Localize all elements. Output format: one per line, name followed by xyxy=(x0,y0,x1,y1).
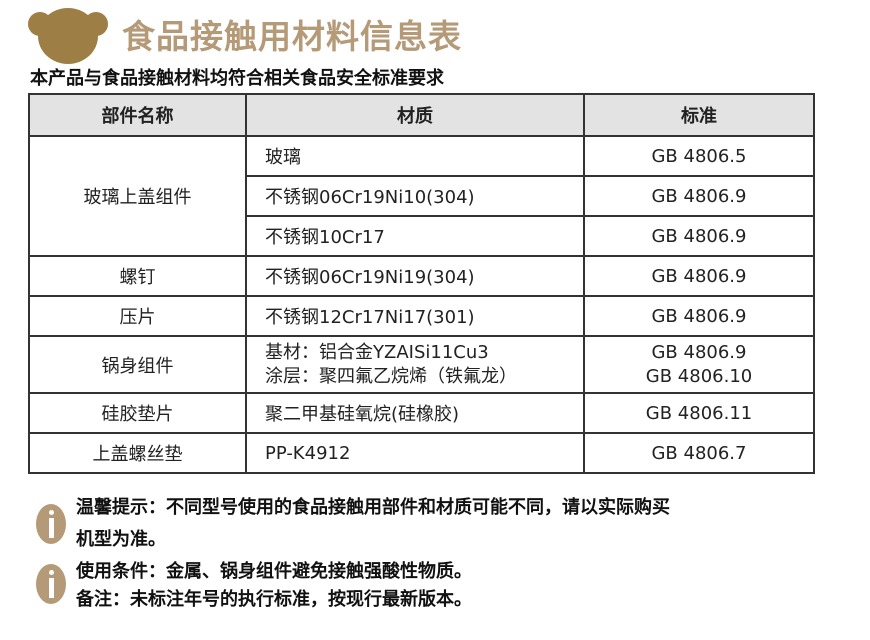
note-line: 备注：未标注年号的执行标准，按现行最新版本。 xyxy=(76,589,472,610)
part-cell: 玻璃上盖组件 xyxy=(28,135,247,257)
standard-cell: GB 4806.9 xyxy=(583,175,815,217)
standard-line: GB 4806.9 xyxy=(651,341,747,363)
standard-line: GB 4806.10 xyxy=(645,365,753,387)
material-line: 基材：铝合金YZAISi11Cu3 xyxy=(265,341,489,363)
part-cell: 锅身组件 xyxy=(28,335,247,394)
table-header-row: 部件名称 材质 标准 xyxy=(28,93,815,137)
table-row: 不锈钢06Cr19Ni10(304) GB 4806.9 xyxy=(29,175,815,217)
material-cell: PP-K4912 xyxy=(245,432,585,474)
part-cell: 螺钉 xyxy=(28,255,247,297)
header-part: 部件名称 xyxy=(28,93,247,137)
standard-cell: GB 4806.11 xyxy=(583,392,815,434)
standard-cell: GB 4806.5 xyxy=(583,135,815,177)
material-cell: 基材：铝合金YZAISi11Cu3 涂层：聚四氟乙烷烯（铁氟龙） xyxy=(245,335,585,394)
table-row: 螺钉 不锈钢06Cr19Ni19(304) GB 4806.9 xyxy=(28,255,815,297)
table-row: 不锈钢10Cr17 GB 4806.9 xyxy=(29,215,815,257)
table-row: 上盖螺丝垫 PP-K4912 GB 4806.7 xyxy=(28,432,815,474)
bear-logo-icon xyxy=(28,8,108,64)
material-cell: 不锈钢06Cr19Ni10(304) xyxy=(245,175,585,217)
page-title: 食品接触用材料信息表 xyxy=(122,17,462,56)
table-row: 锅身组件 基材：铝合金YZAISi11Cu3 涂层：聚四氟乙烷烯（铁氟龙） GB 48… xyxy=(28,335,815,394)
table-row: 压片 不锈钢12Cr17Ni17(301) GB 4806.9 xyxy=(28,295,815,337)
material-cell: 不锈钢12Cr17Ni17(301) xyxy=(245,295,585,337)
info-icon xyxy=(36,504,66,544)
subtitle: 本产品与食品接触材料均符合相关食品安全标准要求 xyxy=(30,68,444,89)
material-cell: 不锈钢10Cr17 xyxy=(245,215,585,257)
part-cell: 压片 xyxy=(28,295,247,337)
info-icon xyxy=(36,564,66,604)
note-line: 机型为准。 xyxy=(76,529,166,550)
material-cell: 聚二甲基硅氧烷(硅橡胶) xyxy=(245,392,585,434)
standard-cell: GB 4806.9 xyxy=(583,255,815,297)
part-cell: 硅胶垫片 xyxy=(28,392,247,434)
material-cell: 玻璃 xyxy=(245,135,585,177)
material-line: 涂层：聚四氟乙烷烯（铁氟龙） xyxy=(265,365,517,387)
note-line: 使用条件：金属、锅身组件避免接触强酸性物质。 xyxy=(76,561,472,582)
header-standard: 标准 xyxy=(583,93,815,137)
table-row: 硅胶垫片 聚二甲基硅氧烷(硅橡胶) GB 4806.11 xyxy=(28,392,815,434)
standard-cell: GB 4806.7 xyxy=(583,432,815,474)
standard-cell: GB 4806.9 xyxy=(583,295,815,337)
materials-table: 部件名称 材质 标准 玻璃上盖组件 玻璃 GB 4806.5 不锈钢06Cr19Ni1… xyxy=(28,93,815,474)
part-cell: 上盖螺丝垫 xyxy=(28,432,247,474)
note-line: 温馨提示：不同型号使用的食品接触用部件和材质可能不同，请以实际购买 xyxy=(76,497,670,518)
standard-cell: GB 4806.9 xyxy=(583,215,815,257)
table-row: 玻璃上盖组件 玻璃 GB 4806.5 xyxy=(28,135,815,257)
header-material: 材质 xyxy=(245,93,585,137)
standard-cell: GB 4806.9 GB 4806.10 xyxy=(583,335,815,394)
material-cell: 不锈钢06Cr19Ni19(304) xyxy=(245,255,585,297)
